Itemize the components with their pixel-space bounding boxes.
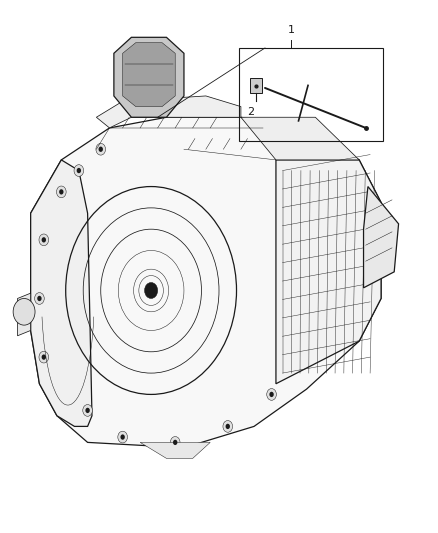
Circle shape [83, 405, 92, 416]
Text: 1: 1 [288, 25, 295, 35]
Circle shape [42, 354, 46, 360]
Polygon shape [96, 96, 241, 128]
Circle shape [99, 147, 103, 152]
Polygon shape [276, 160, 381, 384]
Circle shape [223, 421, 233, 432]
Polygon shape [31, 160, 92, 426]
Circle shape [269, 392, 274, 397]
Bar [250, 78, 262, 93]
Circle shape [118, 431, 127, 443]
Circle shape [170, 437, 180, 448]
Circle shape [96, 143, 106, 155]
Circle shape [173, 440, 177, 445]
Circle shape [120, 434, 125, 440]
Text: 2: 2 [247, 107, 254, 117]
Circle shape [13, 298, 35, 325]
Circle shape [85, 408, 90, 413]
Circle shape [37, 296, 42, 301]
Polygon shape [114, 37, 184, 117]
Circle shape [74, 165, 84, 176]
Circle shape [57, 186, 66, 198]
Circle shape [145, 282, 158, 298]
Bar [239, 48, 383, 141]
Circle shape [59, 189, 64, 195]
Circle shape [35, 293, 44, 304]
Circle shape [226, 424, 230, 429]
Circle shape [77, 168, 81, 173]
Circle shape [267, 389, 276, 400]
Circle shape [39, 234, 49, 246]
Polygon shape [140, 442, 210, 458]
Polygon shape [364, 187, 399, 288]
Circle shape [42, 237, 46, 243]
Circle shape [39, 351, 49, 363]
Polygon shape [241, 117, 359, 160]
Polygon shape [123, 43, 175, 107]
Polygon shape [31, 117, 381, 448]
Polygon shape [18, 293, 31, 336]
